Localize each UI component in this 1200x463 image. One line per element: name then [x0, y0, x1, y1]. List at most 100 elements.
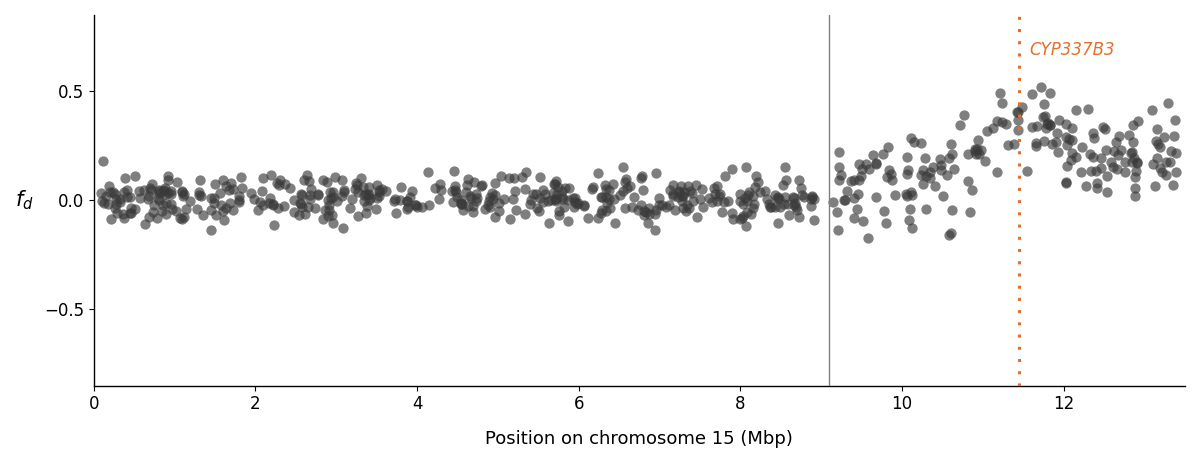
Point: [1012, 103, 1031, 111]
Point: [401, 193, 420, 200]
Point: [533, 187, 552, 194]
Point: [275, 180, 294, 188]
Point: [866, 160, 886, 167]
Point: [162, 200, 181, 208]
Point: [539, 219, 558, 226]
Point: [126, 172, 145, 180]
Point: [790, 176, 809, 183]
Point: [347, 179, 366, 187]
Point: [220, 186, 239, 194]
Point: [1123, 138, 1142, 146]
Point: [565, 203, 584, 210]
Point: [328, 198, 347, 205]
Point: [638, 219, 658, 226]
Point: [596, 207, 616, 215]
Point: [553, 187, 572, 194]
Point: [916, 154, 935, 162]
Point: [866, 194, 886, 201]
Point: [368, 192, 388, 199]
Point: [614, 204, 634, 212]
Point: [1034, 137, 1054, 144]
Point: [248, 206, 268, 213]
Point: [313, 215, 332, 222]
Point: [263, 201, 282, 209]
Point: [156, 190, 175, 198]
Point: [943, 206, 962, 213]
Point: [149, 196, 168, 204]
Point: [960, 208, 979, 216]
Point: [805, 217, 824, 224]
Point: [1004, 140, 1024, 148]
Point: [1043, 140, 1062, 147]
Point: [176, 205, 196, 213]
Point: [592, 193, 611, 200]
Point: [334, 224, 353, 232]
Point: [92, 197, 112, 205]
Point: [372, 185, 391, 193]
Point: [715, 172, 734, 179]
Point: [275, 202, 294, 210]
Point: [494, 195, 514, 203]
Point: [886, 192, 905, 199]
Point: [530, 174, 550, 181]
Point: [101, 215, 120, 222]
Point: [878, 144, 898, 151]
Point: [746, 172, 766, 180]
Point: [554, 204, 574, 211]
Point: [702, 199, 721, 206]
Point: [863, 151, 882, 158]
Point: [755, 187, 774, 194]
Point: [850, 177, 869, 184]
Point: [521, 200, 540, 207]
Point: [942, 230, 961, 237]
Point: [710, 191, 730, 198]
Point: [121, 204, 140, 212]
Point: [161, 191, 180, 198]
Point: [589, 169, 608, 177]
Point: [398, 203, 418, 211]
Point: [158, 189, 178, 196]
Point: [940, 232, 959, 239]
Point: [1121, 149, 1140, 156]
Point: [294, 176, 313, 183]
Point: [578, 214, 598, 222]
Point: [103, 188, 122, 195]
Point: [715, 198, 734, 205]
Point: [346, 186, 365, 193]
Point: [683, 189, 702, 196]
Point: [733, 212, 752, 219]
Point: [259, 199, 278, 206]
Point: [341, 204, 360, 212]
Point: [463, 202, 482, 210]
Point: [332, 192, 352, 200]
Point: [1032, 83, 1051, 91]
Point: [844, 176, 863, 183]
Point: [673, 204, 692, 211]
Point: [98, 201, 118, 208]
Point: [175, 214, 194, 221]
Point: [499, 175, 518, 182]
Point: [631, 175, 650, 182]
Point: [1123, 121, 1142, 129]
Point: [635, 207, 654, 214]
Point: [636, 208, 655, 215]
Point: [1126, 168, 1145, 175]
Point: [757, 195, 776, 203]
Point: [1097, 188, 1116, 195]
Point: [804, 195, 823, 202]
Point: [944, 165, 964, 173]
Point: [130, 194, 149, 202]
Point: [353, 183, 372, 190]
Point: [737, 222, 756, 230]
Point: [722, 215, 742, 222]
Point: [722, 165, 742, 173]
Point: [446, 183, 466, 190]
Point: [848, 191, 868, 198]
Point: [898, 192, 917, 200]
Point: [318, 213, 337, 220]
Point: [358, 202, 377, 209]
Point: [1127, 158, 1146, 165]
Point: [106, 205, 125, 212]
Point: [1087, 167, 1106, 175]
Point: [295, 210, 314, 217]
